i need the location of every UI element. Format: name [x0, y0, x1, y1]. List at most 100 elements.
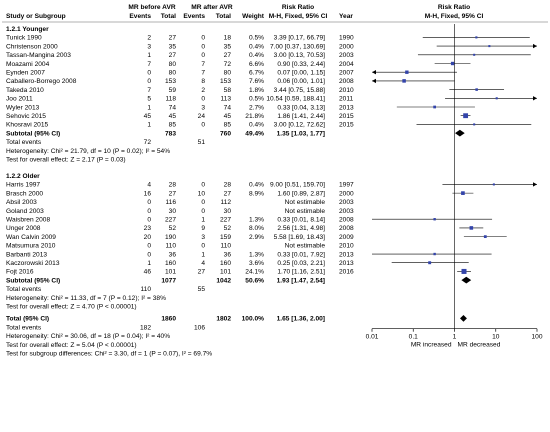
grand-total-events-label: Total events	[6, 324, 42, 331]
study-0-2-ci-text: 3.00 [0.13, 70.53]	[274, 52, 325, 59]
study-1-3-events-after: 0	[201, 208, 205, 215]
study-0-3-year: 2004	[339, 61, 354, 68]
header-year: Year	[339, 13, 353, 20]
study-0-9-total-after: 45	[224, 113, 232, 120]
header-events-2: Events	[183, 13, 205, 20]
study-0-5-events-before: 0	[147, 78, 151, 85]
study-0-9-weight: 21.8%	[245, 113, 264, 120]
study-1-1-weight: 8.9%	[249, 190, 264, 197]
study-1-9-events-before: 1	[147, 260, 151, 267]
total-label: Total (95% CI)	[6, 316, 49, 323]
header-total-1: Total	[161, 13, 176, 20]
subgroup-0-overall-effect: Test for overall effect: Z = 2.17 (P = 0…	[6, 157, 126, 164]
study-0-2-total-after: 27	[224, 52, 232, 59]
study-0-6-weight: 1.8%	[249, 87, 264, 94]
study-0-1-ci-text: 7.00 [0.37, 130.69]	[270, 43, 325, 50]
study-0-3-weight: 6.6%	[249, 61, 264, 68]
study-0-8-events-before: 1	[147, 104, 151, 111]
subgroup-0-total-events-1: 72	[144, 139, 152, 146]
study-1-5-events-after: 9	[201, 225, 205, 232]
study-0-2-total-before: 27	[169, 52, 177, 59]
header-plot-title: Risk Ratio	[438, 4, 470, 11]
subgroup-0-subtotal-weight: 49.4%	[245, 130, 264, 137]
study-0-6-year: 2010	[339, 87, 354, 94]
study-1-1-year: 2000	[339, 190, 354, 197]
study-1-1-events-after: 10	[198, 190, 206, 197]
study-0-1-year: 2000	[339, 43, 354, 50]
study-1-10-name: Fojt 2016	[6, 269, 34, 276]
study-1-0-ci-arrow-right	[533, 182, 537, 187]
study-0-7-ci-text: 10.54 [0.59, 188.41]	[266, 96, 325, 103]
study-0-8-total-before: 74	[169, 104, 177, 111]
study-1-3-events-before: 0	[147, 208, 151, 215]
subgroup-1-total-events-2: 55	[198, 286, 206, 293]
study-0-7-total-before: 118	[165, 96, 176, 103]
x-tick-label-2: 1	[453, 334, 457, 341]
study-1-3-name: Goland 2003	[6, 208, 44, 215]
study-1-5-weight: 8.0%	[249, 225, 264, 232]
study-1-8-marker	[433, 252, 436, 256]
study-0-1-total-before: 35	[169, 43, 177, 50]
header-study: Study or Subgroup	[6, 13, 66, 20]
study-0-6-events-before: 7	[147, 87, 151, 94]
study-1-2-events-before: 0	[147, 199, 151, 206]
study-1-6-events-before: 20	[144, 234, 152, 241]
total-t2: 1802	[216, 316, 231, 323]
study-0-8-total-after: 74	[224, 104, 232, 111]
study-0-3-events-after: 7	[201, 61, 205, 68]
study-0-0-name: Tunick 1990	[6, 35, 42, 42]
study-0-4-ci-arrow-left	[372, 70, 376, 75]
study-0-5-total-before: 153	[165, 78, 176, 85]
study-1-1-events-before: 16	[144, 190, 152, 197]
study-0-1-marker	[488, 45, 491, 48]
study-0-2-events-after: 0	[201, 52, 205, 59]
study-1-3-total-before: 30	[169, 208, 177, 215]
study-1-8-ci-text: 0.33 [0.01, 7.92]	[277, 251, 325, 258]
study-0-8-ci-text: 0.33 [0.04, 3.13]	[277, 104, 325, 111]
study-0-1-events-after: 0	[201, 43, 205, 50]
study-0-4-ci-text: 0.07 [0.00, 1.15]	[277, 70, 325, 77]
study-0-8-weight: 2.7%	[249, 104, 264, 111]
study-1-5-events-before: 23	[144, 225, 152, 232]
study-0-0-total-before: 27	[169, 35, 177, 42]
study-1-0-weight: 0.4%	[249, 182, 264, 189]
study-1-4-total-after: 227	[220, 217, 231, 224]
header-mr-before: MR before AVR	[128, 4, 175, 11]
study-1-8-weight: 1.3%	[249, 251, 264, 258]
study-0-7-marker	[495, 97, 498, 100]
study-1-10-events-before: 46	[144, 269, 152, 276]
study-0-5-ci-arrow-left	[372, 78, 376, 84]
study-1-4-name: Waisbren 2008	[6, 217, 50, 224]
study-0-9-events-after: 24	[198, 113, 206, 120]
subgroup-1-heterogeneity: Heterogeneity: Chi² = 11.33, df = 7 (P =…	[6, 295, 166, 302]
study-0-9-ci-text: 1.86 [1.41, 2.44]	[277, 113, 325, 120]
study-0-2-marker	[473, 53, 476, 56]
study-0-0-ci-text: 3.39 [0.17, 66.79]	[274, 35, 325, 42]
study-0-8-year: 2013	[339, 104, 354, 111]
x-tick-label-4: 100	[531, 334, 542, 341]
study-1-6-weight: 2.9%	[249, 234, 264, 241]
study-1-1-ci-text: 1.60 [0.89, 2.87]	[277, 190, 325, 197]
study-0-8-name: Wyler 2013	[6, 104, 40, 111]
study-1-2-events-after: 0	[201, 199, 205, 206]
study-1-10-total-before: 101	[165, 269, 176, 276]
study-1-5-total-after: 52	[224, 225, 232, 232]
study-1-2-ci-text: Not estimable	[285, 199, 326, 206]
subgroup-0-title: 1.2.1 Younger	[6, 26, 49, 33]
grand-total-events-2: 106	[194, 324, 205, 331]
study-1-1-name: Brasch 2000	[6, 190, 43, 197]
axis-left-label: MR increased	[411, 342, 452, 349]
study-1-0-events-after: 0	[201, 182, 205, 189]
study-1-1-marker	[461, 191, 465, 195]
study-0-9-events-before: 45	[144, 113, 152, 120]
subgroup-1-total-events-1: 110	[140, 286, 151, 293]
subgroup-0-subtotal-label: Subtotal (95% CI)	[6, 130, 60, 137]
study-1-8-year: 2013	[339, 251, 354, 258]
study-0-1-total-after: 35	[224, 43, 232, 50]
study-1-4-total-before: 227	[165, 217, 176, 224]
study-0-5-events-after: 8	[201, 78, 205, 85]
x-tick-label-1: 0.1	[409, 334, 418, 341]
study-1-0-marker	[492, 183, 495, 186]
study-0-7-ci-arrow-right	[533, 96, 537, 101]
